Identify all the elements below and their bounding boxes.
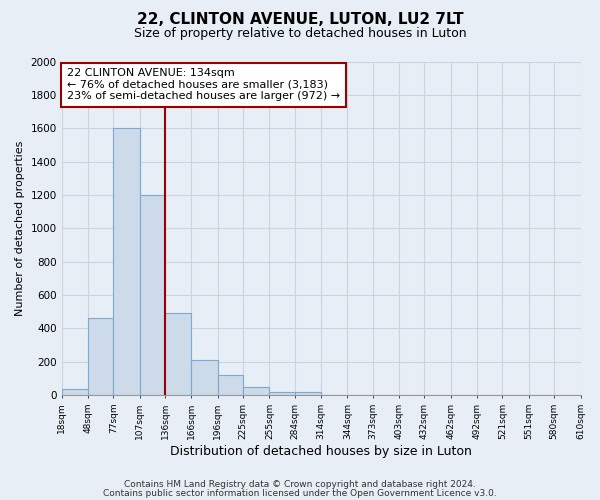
Text: Size of property relative to detached houses in Luton: Size of property relative to detached ho… — [134, 28, 466, 40]
Bar — [140, 195, 165, 395]
Y-axis label: Number of detached properties: Number of detached properties — [15, 140, 25, 316]
X-axis label: Distribution of detached houses by size in Luton: Distribution of detached houses by size … — [170, 444, 472, 458]
Text: 22, CLINTON AVENUE, LUTON, LU2 7LT: 22, CLINTON AVENUE, LUTON, LU2 7LT — [137, 12, 463, 28]
Bar — [218, 375, 243, 395]
Bar — [62, 389, 88, 395]
Text: 22 CLINTON AVENUE: 134sqm
← 76% of detached houses are smaller (3,183)
23% of se: 22 CLINTON AVENUE: 134sqm ← 76% of detac… — [67, 68, 340, 102]
Text: Contains HM Land Registry data © Crown copyright and database right 2024.: Contains HM Land Registry data © Crown c… — [124, 480, 476, 489]
Bar — [165, 313, 191, 395]
Bar — [88, 318, 113, 395]
Bar — [191, 360, 218, 395]
Bar — [295, 392, 321, 395]
Text: Contains public sector information licensed under the Open Government Licence v3: Contains public sector information licen… — [103, 488, 497, 498]
Bar — [113, 128, 140, 395]
Bar — [269, 392, 295, 395]
Bar — [243, 388, 269, 395]
